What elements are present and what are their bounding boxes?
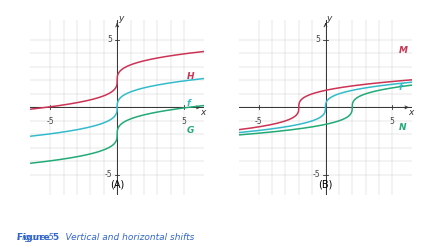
- Text: f: f: [399, 82, 403, 92]
- Text: 5: 5: [107, 35, 112, 44]
- Text: f: f: [187, 99, 191, 108]
- Text: (B): (B): [318, 179, 333, 189]
- Text: y: y: [326, 14, 332, 23]
- Text: x: x: [408, 108, 414, 117]
- Text: (A): (A): [110, 179, 124, 189]
- Text: y: y: [118, 14, 123, 23]
- Text: Figure 5: Figure 5: [17, 233, 59, 242]
- Text: -5: -5: [255, 117, 263, 126]
- Text: N: N: [399, 123, 407, 132]
- Text: Figure 5    Vertical and horizontal shifts: Figure 5 Vertical and horizontal shifts: [17, 233, 195, 242]
- Text: 5: 5: [315, 35, 320, 44]
- Text: -5: -5: [312, 170, 320, 179]
- Text: -5: -5: [104, 170, 112, 179]
- Text: 5: 5: [181, 117, 186, 126]
- Text: M: M: [399, 46, 408, 55]
- Text: -5: -5: [46, 117, 54, 126]
- Text: G: G: [187, 126, 194, 135]
- Text: H: H: [187, 72, 194, 81]
- Text: 5: 5: [390, 117, 395, 126]
- Text: x: x: [200, 108, 205, 117]
